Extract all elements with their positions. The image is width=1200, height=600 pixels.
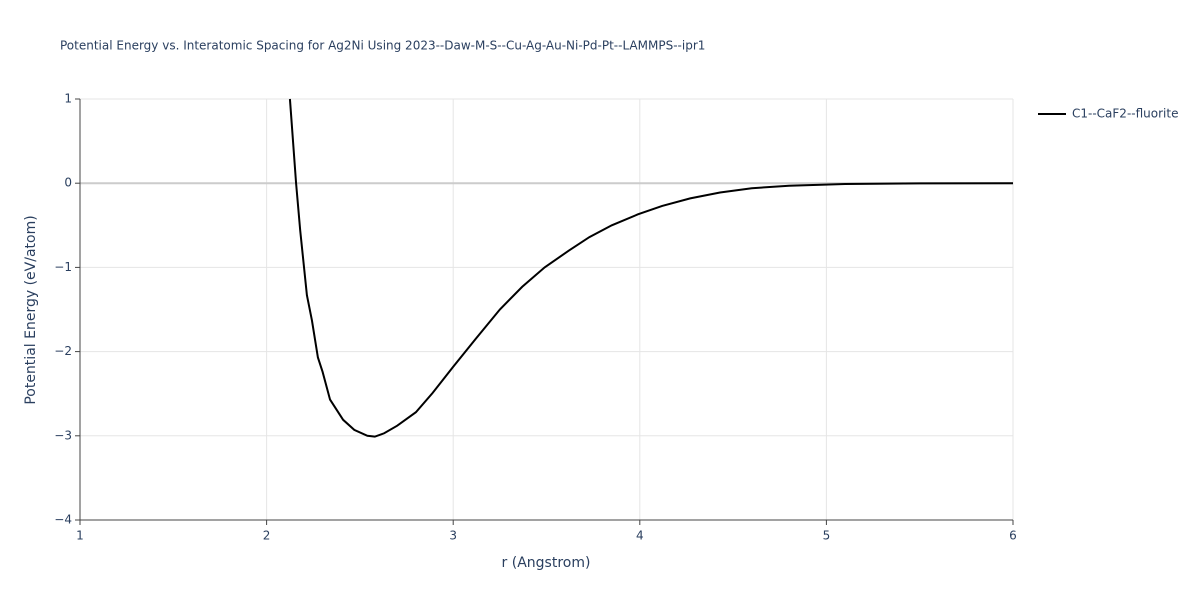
x-axis-label: r (Angstrom) xyxy=(502,555,591,571)
chart-title: Potential Energy vs. Interatomic Spacing… xyxy=(60,39,705,53)
y-tick-label: −1 xyxy=(54,260,72,274)
x-tick-label: 4 xyxy=(636,529,644,543)
y-tick-label: 1 xyxy=(64,92,72,106)
legend-label: C1--CaF2--fluorite xyxy=(1072,107,1178,121)
y-tick-label: 0 xyxy=(64,176,72,190)
x-tick-label: 2 xyxy=(263,529,271,543)
y-tick-label: −4 xyxy=(54,513,72,527)
x-tick-label: 3 xyxy=(449,529,457,543)
y-axis-label: Potential Energy (eV/atom) xyxy=(23,215,39,404)
x-tick-label: 6 xyxy=(1009,529,1017,543)
y-tick-label: −2 xyxy=(54,344,72,358)
y-tick-label: −3 xyxy=(54,428,72,442)
data-line xyxy=(288,98,1013,438)
x-tick-label: 5 xyxy=(823,529,831,543)
x-tick-label: 1 xyxy=(76,529,84,543)
